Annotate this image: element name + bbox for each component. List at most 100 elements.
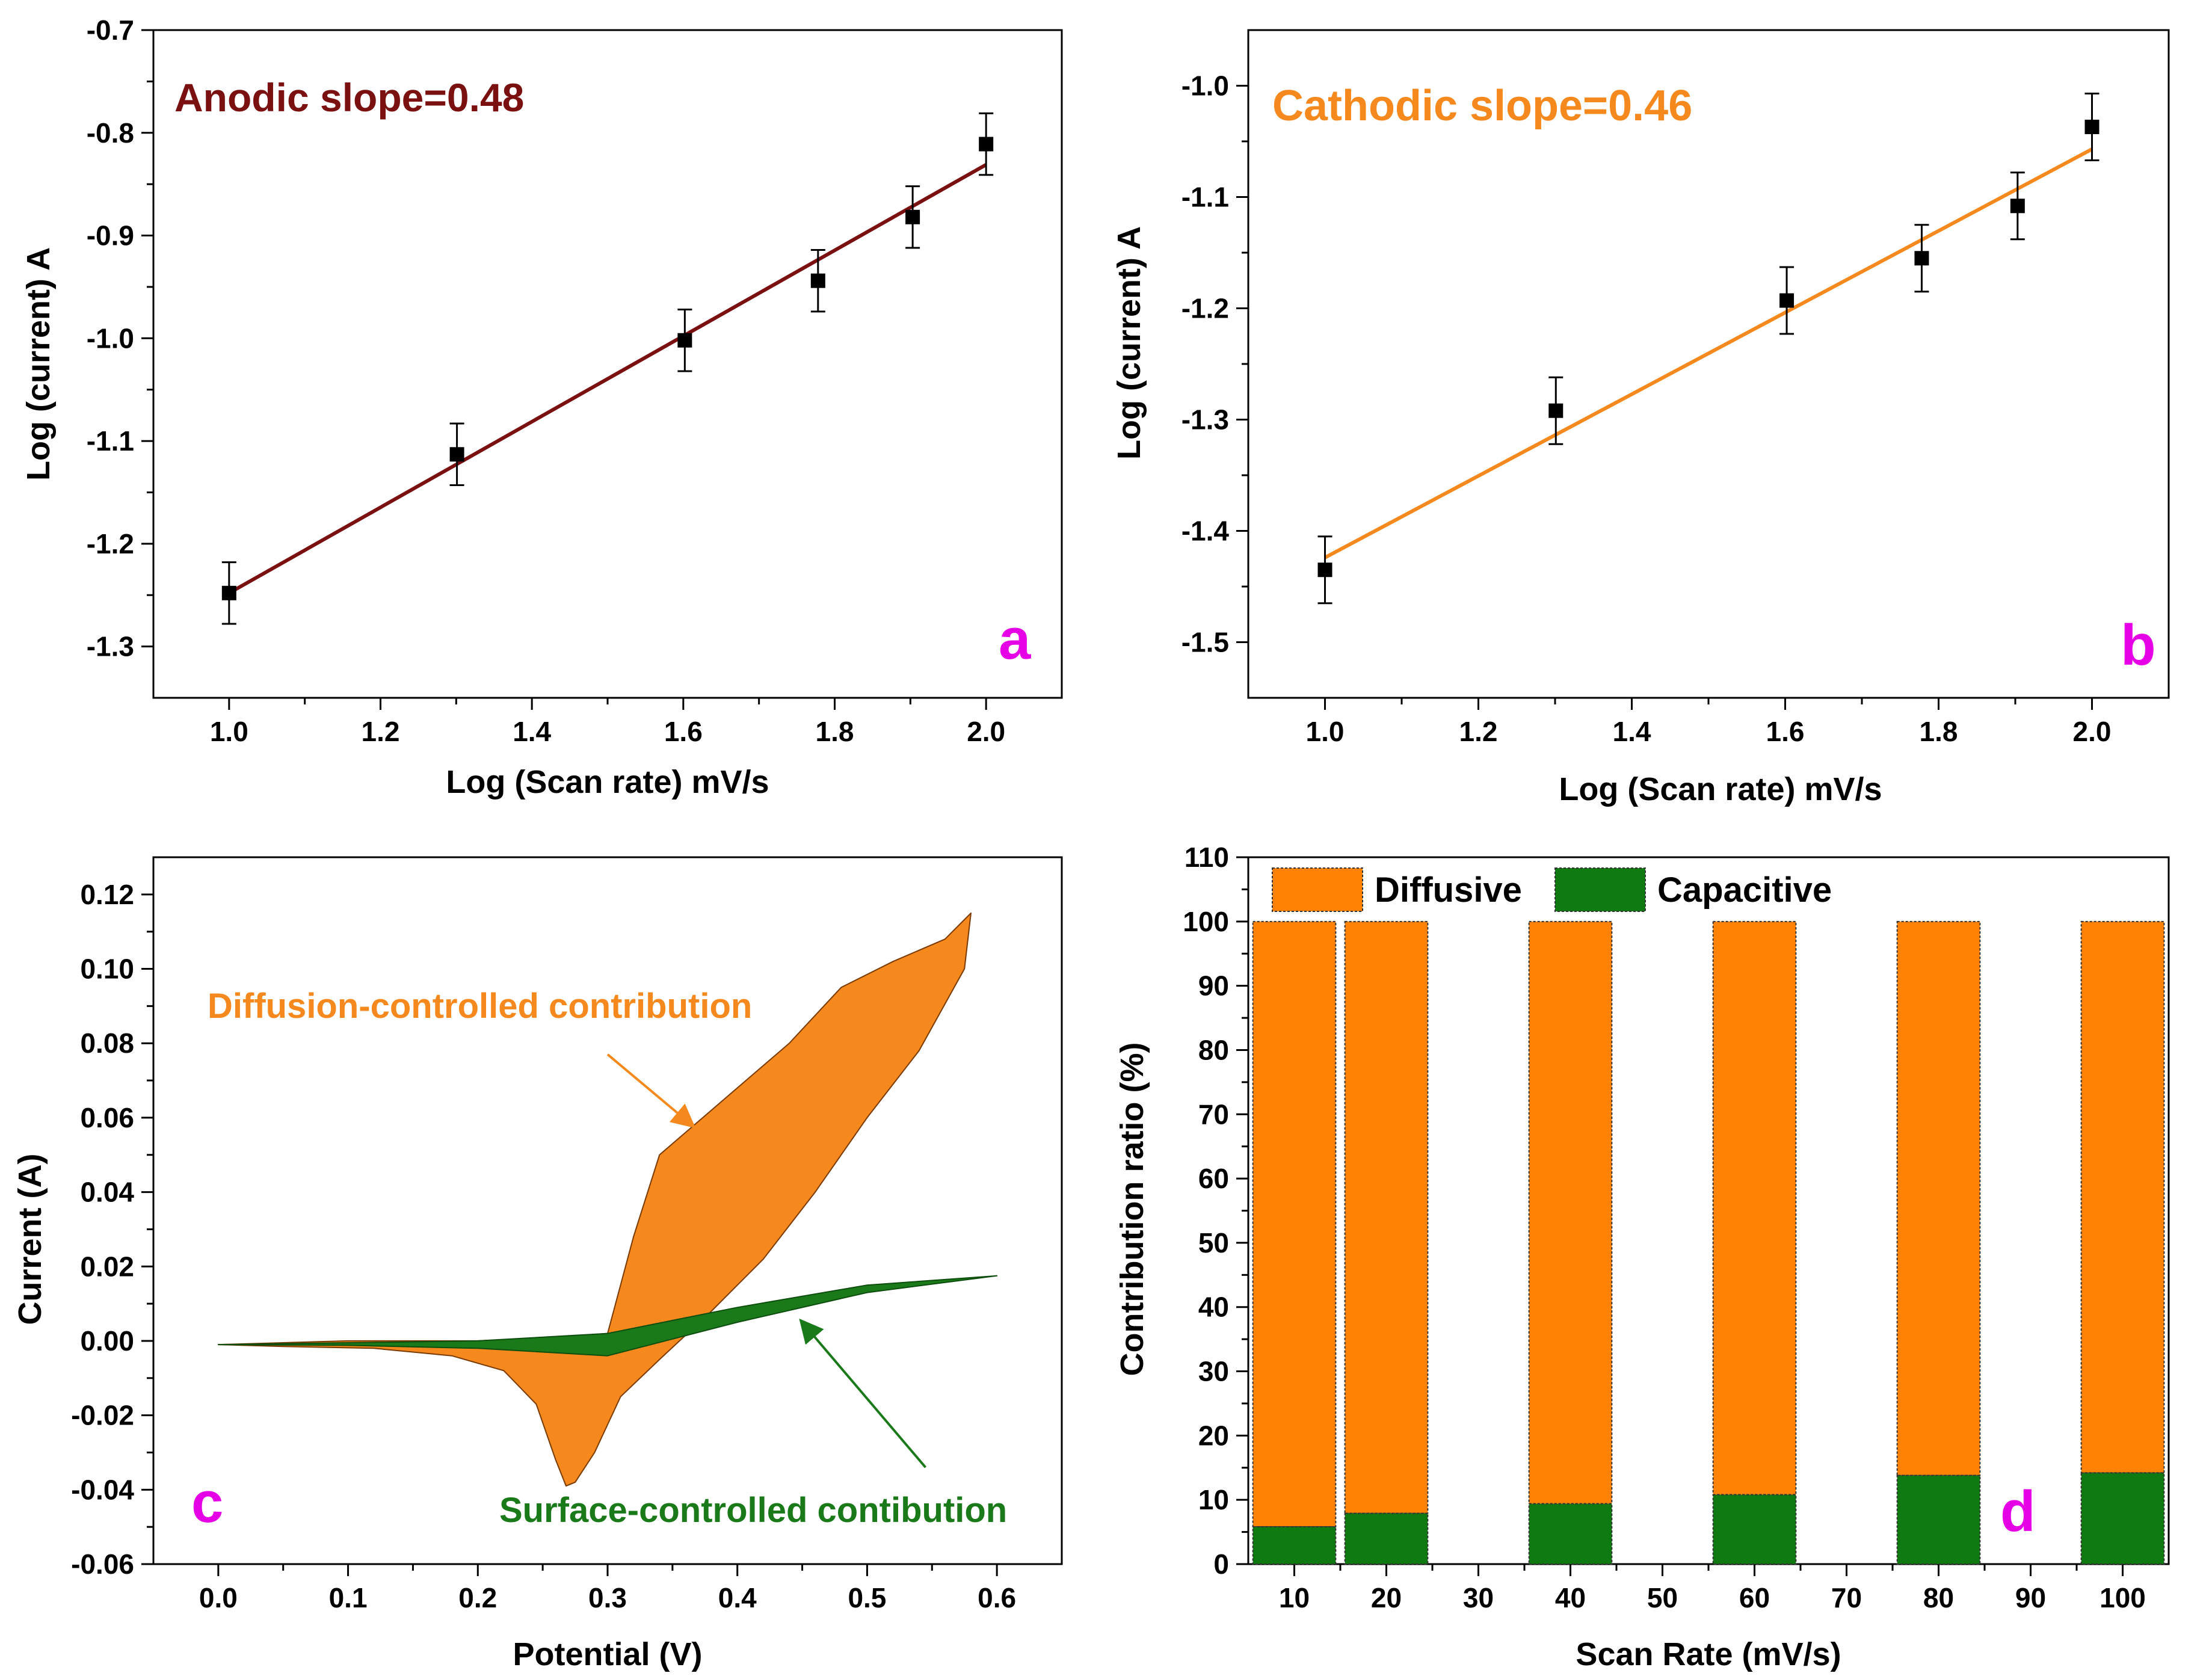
panel-c-x-tick-label: 0.2 — [458, 1582, 497, 1613]
panel-c-y-tick-label: -0.02 — [71, 1400, 134, 1431]
panel-a-y-tick-label: -1.1 — [87, 425, 134, 457]
panel-c-plot-area: 0.0 0.1 0.2 0.3 0.4 0.5 0.6 -0.06 -0.04 -0.02 0.00… — [71, 879, 1016, 1613]
panel-a-y-tick-label: -0.7 — [87, 14, 134, 46]
panel-b-data-point — [2084, 119, 2100, 134]
panel-d-diffusive-bar — [2080, 920, 2165, 1474]
panel-d-y-tick-label: 50 — [1198, 1227, 1229, 1258]
panel-b-data-point — [1548, 403, 1563, 418]
panel-d-capacitive-bar — [2080, 1472, 2165, 1565]
panel-c-x-tick-label: 0.5 — [848, 1582, 886, 1613]
panel-c-letter: c — [191, 1470, 223, 1535]
panel-a-y-tick-label: -0.9 — [87, 220, 134, 251]
panel-b-x-tick-label: 1.8 — [1920, 716, 1958, 747]
panel-b-plot-area: 1.0 1.2 1.4 1.6 1.8 2.0 -1.5 -1.4 -1.3 -1.2 -1.1 -1… — [1181, 70, 2112, 748]
panel-a-data-point — [979, 137, 994, 152]
panel-c-surface-area — [217, 1275, 998, 1357]
panel-b-x-tick-label: 1.0 — [1306, 716, 1345, 747]
panel-b-y-tick-label: -1.0 — [1181, 70, 1229, 102]
panel-a-plot-area: 1.0 1.2 1.4 1.6 1.8 2.0 -1.3 -1.2 -1.1 -1.0 -0.9 -0… — [87, 14, 1005, 747]
panel-d-y-tick-label: 90 — [1198, 970, 1229, 1002]
panel-d-capacitive-bar — [1896, 1474, 1981, 1565]
panel-a-x-tick-label: 1.4 — [513, 716, 551, 747]
panel-c-diffusion-arrow — [606, 1053, 696, 1129]
panel-b-fit-line — [1324, 147, 2093, 559]
panel-c-surface-annotation: Surface-controlled contibution — [499, 1491, 1007, 1530]
panel-d-y-tick-label: 0 — [1213, 1548, 1229, 1580]
panel-a-frame — [152, 29, 1063, 699]
panel-c-y-tick-label: 0.00 — [80, 1325, 134, 1357]
panel-a-y-tick-label: -1.2 — [87, 528, 134, 559]
panel-c-y-tick-label: 0.02 — [80, 1251, 134, 1282]
panel-b-y-tick-label: -1.3 — [1181, 404, 1229, 436]
panel-a-x-axis-label: Log (Scan rate) mV/s — [446, 764, 769, 800]
panel-a-y-tick-label: -0.8 — [87, 117, 134, 149]
panel-a-data-point — [677, 333, 692, 348]
panel-d-y-tick-label: 60 — [1198, 1163, 1229, 1194]
panel-a-y-tick-label: -1.3 — [87, 631, 134, 662]
panel-a-x-tick-label: 1.2 — [362, 716, 400, 747]
panel-d-x-axis-label: Scan Rate (mV/s) — [1576, 1636, 1841, 1672]
panel-d-y-tick-label: 80 — [1198, 1034, 1229, 1065]
panel-d-x-tick-label: 30 — [1463, 1582, 1494, 1613]
panel-a-data-point — [221, 585, 236, 600]
panel-c-y-tick-label: 0.08 — [80, 1027, 134, 1059]
panel-d-x-tick-label: 100 — [2100, 1582, 2146, 1613]
panel-c-diffusion-annotation: Diffusion-controlled contribution — [208, 987, 752, 1026]
panel-d-y-tick-label: 10 — [1198, 1484, 1229, 1515]
panel-d-diffusive-bar — [1528, 920, 1613, 1505]
panel-d-capacitive-bar — [1712, 1494, 1797, 1565]
panel-d-plot-area: 10 20 30 40 50 60 70 80 90 100 0 10 20 30 40 50 60 70 80 90… — [1183, 842, 2165, 1613]
panel-c-cv-plot: 0.0 0.1 0.2 0.3 0.4 0.5 0.6 -0.06 -0.04 -0.02 0.00… — [12, 856, 1063, 1672]
panel-b-y-tick-label: -1.4 — [1181, 516, 1230, 547]
panel-b-x-tick-label: 2.0 — [2073, 716, 2112, 747]
panel-c-x-tick-label: 0.3 — [588, 1582, 627, 1613]
panel-a-anodic-plot: 1.0 1.2 1.4 1.6 1.8 2.0 -1.3 -1.2 -1.1 -1.0 -0.9 -0… — [20, 14, 1063, 800]
panel-c-x-tick-label: 0.6 — [978, 1582, 1016, 1613]
panel-a-data-point — [810, 273, 825, 288]
panel-d-diffusive-bar — [1344, 920, 1429, 1514]
panel-a-x-tick-label: 1.0 — [210, 716, 248, 747]
panel-b-data-point — [1779, 293, 1795, 308]
panel-a-data-point — [449, 447, 464, 462]
panel-c-y-tick-label: -0.04 — [71, 1474, 134, 1505]
panel-d-y-axis-label: Contribution ratio (%) — [1114, 1043, 1150, 1376]
panel-b-frame — [1247, 29, 2170, 699]
panel-c-x-tick-label: 0.0 — [199, 1582, 238, 1613]
panel-d-legend-swatch — [1554, 867, 1646, 912]
panel-b-y-tick-label: -1.1 — [1181, 182, 1229, 213]
panel-d-x-tick-label: 80 — [1923, 1582, 1954, 1613]
panel-a-y-tick-label: -1.0 — [87, 322, 134, 354]
panel-c-surface-arrow — [799, 1318, 927, 1468]
panel-b-x-tick-label: 1.6 — [1766, 716, 1805, 747]
panel-d-x-tick-label: 50 — [1647, 1582, 1678, 1613]
panel-b-letter: b — [2121, 613, 2156, 677]
panel-c-y-tick-label: -0.06 — [71, 1548, 134, 1580]
panel-d-x-tick-label: 90 — [2015, 1582, 2046, 1613]
panel-a-x-tick-label: 1.8 — [816, 716, 854, 747]
panel-c-y-tick-label: 0.04 — [80, 1177, 134, 1208]
panel-d-diffusive-bar — [1712, 920, 1797, 1496]
panel-a-data-point — [905, 209, 920, 224]
panel-b-y-tick-label: -1.2 — [1181, 293, 1229, 324]
panel-a-fit-line — [228, 163, 987, 595]
panel-d-capacitive-bar — [1528, 1503, 1613, 1565]
panel-a-slope-annotation: Anodic slope=0.48 — [174, 75, 524, 120]
panel-c-y-tick-label: 0.12 — [80, 879, 134, 910]
panel-a-x-tick-label: 2.0 — [967, 716, 1005, 747]
panel-a-y-axis-label: Log (current) A — [20, 247, 57, 481]
panel-c-x-tick-label: 0.4 — [718, 1582, 757, 1613]
panel-b-cathodic-plot: 1.0 1.2 1.4 1.6 1.8 2.0 -1.5 -1.4 -1.3 -1.2 -1.1 -1… — [1111, 29, 2170, 807]
panel-a-letter: a — [999, 607, 1031, 671]
panel-d-x-tick-label: 70 — [1831, 1582, 1862, 1613]
panel-d-y-tick-label: 70 — [1198, 1098, 1229, 1130]
panel-b-data-point — [2010, 199, 2025, 214]
panel-b-x-tick-label: 1.2 — [1459, 716, 1498, 747]
panel-c-x-axis-label: Potential (V) — [513, 1636, 702, 1672]
panel-c-y-tick-label: 0.06 — [80, 1102, 134, 1133]
panel-c-y-axis-label: Current (A) — [12, 1154, 48, 1325]
panel-d-y-tick-label: 110 — [1185, 842, 1229, 873]
panel-d-capacitive-bar — [1252, 1526, 1337, 1565]
panel-b-slope-annotation: Cathodic slope=0.46 — [1272, 82, 1692, 130]
panel-d-y-tick-label: 30 — [1198, 1356, 1229, 1387]
